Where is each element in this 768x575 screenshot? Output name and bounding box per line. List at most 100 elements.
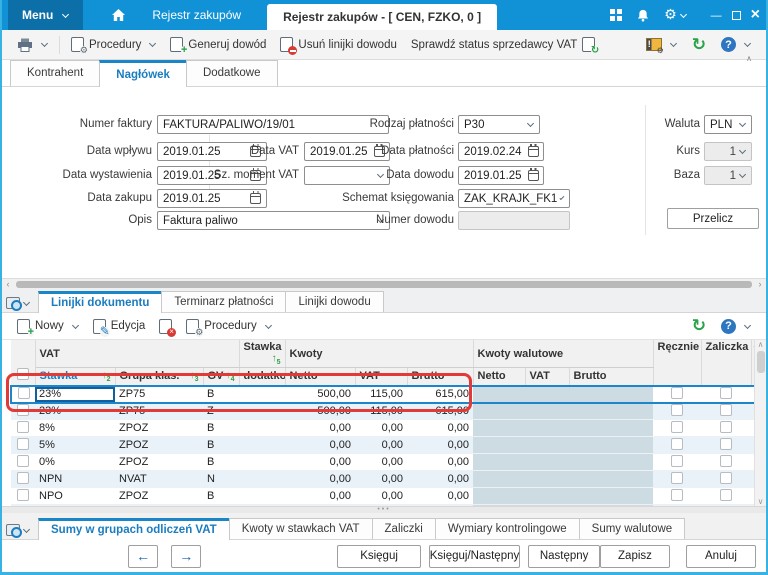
print-button[interactable] xyxy=(10,33,55,57)
calendar-icon[interactable] xyxy=(527,143,539,157)
row-checkbox[interactable] xyxy=(17,505,29,506)
cell-recznie[interactable] xyxy=(653,419,702,437)
data-dowodu-input[interactable]: 2019.01.25 xyxy=(458,166,544,185)
calendar-icon[interactable] xyxy=(373,143,385,157)
row-checkbox[interactable] xyxy=(17,471,29,484)
usun-button[interactable] xyxy=(152,314,179,338)
zaliczka-checkbox[interactable] xyxy=(720,403,733,416)
nowy-button[interactable]: Nowy xyxy=(10,314,86,338)
scrollbar-thumb[interactable] xyxy=(756,351,765,373)
przelicz-button[interactable]: Przelicz xyxy=(667,208,759,229)
column-header-dodatkowa[interactable]: dodatkowa xyxy=(239,367,286,386)
next-record-button[interactable] xyxy=(171,544,202,568)
cell-dodatkowa[interactable] xyxy=(239,419,286,437)
cell-brutto[interactable]: 615,00 xyxy=(407,384,474,404)
cell-vat[interactable]: 115,00 xyxy=(355,402,408,420)
cell-brutto[interactable]: 0,00 xyxy=(407,504,474,506)
cell-zaliczka[interactable] xyxy=(701,402,752,420)
row-checkbox-cell[interactable] xyxy=(11,504,35,506)
column-header-vat[interactable]: VAT xyxy=(355,367,408,386)
cell-zaliczka[interactable] xyxy=(701,487,752,505)
cell-dodatkowa[interactable] xyxy=(239,402,286,420)
cell-dodatkowa[interactable] xyxy=(239,470,286,488)
menu-button[interactable]: Menu xyxy=(8,0,84,30)
cell-vat[interactable]: 0,00 xyxy=(355,487,408,505)
recznie-checkbox[interactable] xyxy=(671,387,684,399)
scroll-right-icon[interactable]: › xyxy=(758,279,762,289)
cell-dodatkowa[interactable] xyxy=(239,504,286,506)
calendar-icon[interactable] xyxy=(527,167,539,181)
cell-vat[interactable]: 0,00 xyxy=(355,470,408,488)
cell-grupa[interactable]: ZPOZ xyxy=(115,436,203,454)
cell-gv[interactable]: N xyxy=(203,470,240,488)
collapse-ribbon-icon[interactable]: ∧ xyxy=(746,54,752,63)
recznie-checkbox[interactable] xyxy=(671,488,684,501)
scroll-left-icon[interactable]: ‹ xyxy=(6,279,10,289)
tab-linijki-dokumentu[interactable]: Linijki dokumentu xyxy=(38,291,163,313)
row-checkbox[interactable] xyxy=(17,488,29,501)
previous-record-button[interactable] xyxy=(128,544,159,568)
row-checkbox[interactable] xyxy=(17,437,29,450)
data-zakupu-input[interactable]: 2019.01.25 xyxy=(157,189,267,208)
cell-dodatkowa[interactable] xyxy=(239,436,286,454)
cell-netto[interactable]: 500,00 xyxy=(285,402,356,420)
column-header-grupa-klas[interactable]: Grupa klas. ↑3 xyxy=(115,367,204,386)
row-checkbox-cell[interactable] xyxy=(11,470,35,488)
calendar-icon[interactable] xyxy=(250,143,261,157)
tab-sumy-vat[interactable]: Sumy w grupach odliczeń VAT xyxy=(38,518,230,540)
cell-grupa[interactable]: ZPOZ xyxy=(115,453,203,471)
table-row[interactable]: NPN NVAT N 0,00 0,00 0,00 xyxy=(11,470,760,488)
cell-vat[interactable]: 0,00 xyxy=(355,453,408,471)
nastepny-button[interactable]: Następny xyxy=(528,544,600,568)
table-row[interactable]: NPO ZPOZ B 0,00 0,00 0,00 xyxy=(11,487,760,505)
cell-dodatkowa[interactable] xyxy=(239,453,286,471)
cell-vat[interactable]: 0,00 xyxy=(355,504,408,506)
data-wystawienia-input[interactable]: 2019.01.25 xyxy=(157,166,267,185)
sz-moment-vat-select[interactable] xyxy=(304,166,390,185)
scroll-up-icon[interactable]: ∧ xyxy=(757,340,764,349)
cell-grupa[interactable]: ZP75 xyxy=(115,402,203,420)
anuluj-button[interactable]: Anuluj xyxy=(685,544,756,568)
select-all-checkbox[interactable] xyxy=(16,367,29,380)
recznie-checkbox[interactable] xyxy=(671,505,684,506)
view-selector-button[interactable] xyxy=(6,524,31,538)
cell-gv[interactable]: Z xyxy=(203,402,240,420)
scrollbar-thumb[interactable] xyxy=(16,280,752,288)
cell-brutto[interactable]: 0,00 xyxy=(407,453,474,471)
row-checkbox[interactable] xyxy=(17,454,29,467)
cell-netto[interactable]: 0,00 xyxy=(285,453,356,471)
cell-brutto[interactable]: 615,00 xyxy=(407,402,474,420)
cell-gv[interactable]: B xyxy=(203,487,240,505)
row-checkbox-cell[interactable] xyxy=(11,419,35,437)
cell-netto[interactable]: 0,00 xyxy=(285,419,356,437)
cell-brutto[interactable]: 0,00 xyxy=(407,419,474,437)
zaliczka-checkbox[interactable] xyxy=(720,505,733,506)
row-checkbox[interactable] xyxy=(17,403,29,416)
tab-naglowek[interactable]: Nagłówek xyxy=(99,60,187,87)
cell-recznie[interactable] xyxy=(653,470,702,488)
view-panel-button[interactable] xyxy=(639,33,684,57)
cell-dodatkowa[interactable] xyxy=(239,384,286,404)
cell-stawka[interactable]: NPO xyxy=(35,487,115,505)
cell-recznie[interactable] xyxy=(653,504,702,506)
table-row[interactable]: 5% ZPOZ B 0,00 0,00 0,00 xyxy=(11,436,760,454)
cell-zaliczka[interactable] xyxy=(701,419,752,437)
waluta-select[interactable]: PLN xyxy=(704,115,752,134)
table-row[interactable]: 8% ZPOZ B 0,00 0,00 0,00 xyxy=(11,419,760,437)
cell-grupa[interactable]: NVAT xyxy=(115,470,203,488)
cell-brutto[interactable]: 0,00 xyxy=(407,436,474,454)
column-header-stawka[interactable]: Stawka ↑2 xyxy=(35,367,116,386)
cell-brutto[interactable]: 0,00 xyxy=(407,470,474,488)
column-header-w-vat[interactable]: VAT xyxy=(525,367,570,386)
scroll-down-icon[interactable]: ∨ xyxy=(757,497,764,506)
cell-zaliczka[interactable] xyxy=(701,384,752,404)
cell-stawka[interactable]: 23% xyxy=(35,384,115,404)
column-header-netto[interactable]: Netto xyxy=(285,367,356,386)
tab-dodatkowe[interactable]: Dodatkowe xyxy=(185,60,278,86)
row-checkbox-cell[interactable] xyxy=(11,453,35,471)
cell-gv[interactable]: B xyxy=(203,436,240,454)
zaliczka-checkbox[interactable] xyxy=(720,437,733,450)
view-selector-button[interactable] xyxy=(6,297,31,311)
recznie-checkbox[interactable] xyxy=(671,437,684,450)
help-button[interactable]: ? xyxy=(714,33,758,57)
